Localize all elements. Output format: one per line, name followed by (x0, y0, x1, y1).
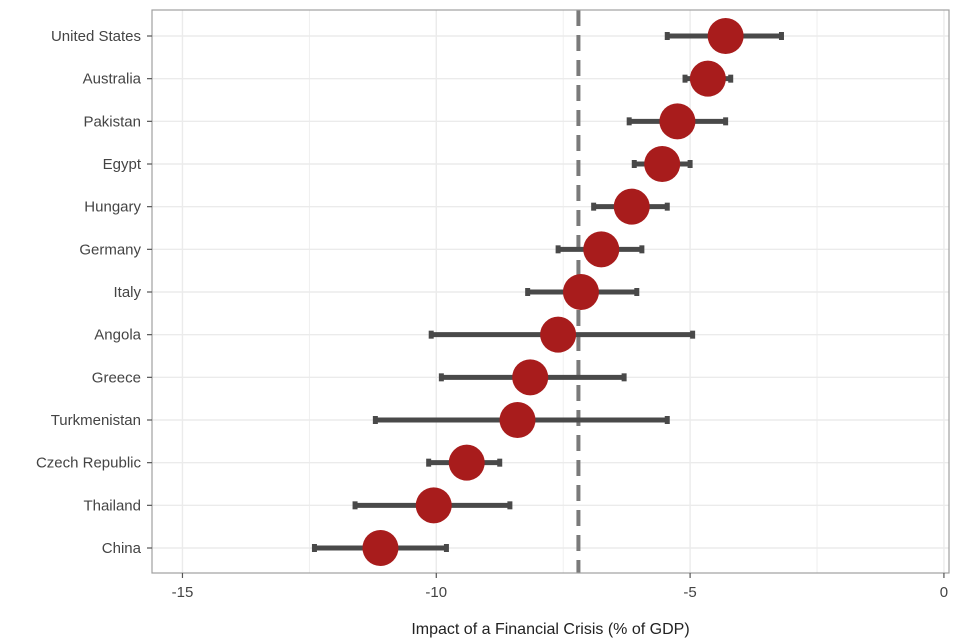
data-point (448, 444, 485, 481)
data-point (362, 530, 399, 566)
data-point (583, 231, 620, 268)
x-axis: -15 -10 -5 0 (172, 573, 948, 601)
data-point (512, 359, 549, 396)
x-axis-title: Impact of a Financial Crisis (% of GDP) (411, 621, 689, 638)
y-axis: United States Australia Pakistan Egypt Hunga… (36, 28, 152, 557)
data-point (689, 60, 726, 97)
y-tick-label: Australia (83, 71, 142, 88)
data-point (540, 316, 577, 353)
data-point (415, 487, 452, 524)
x-tick-label: 0 (940, 584, 948, 601)
data-point (707, 18, 744, 54)
y-tick-label: Italy (113, 284, 141, 301)
y-tick-label: China (102, 540, 142, 557)
data-point (562, 274, 599, 310)
x-tick-label: -5 (683, 584, 696, 601)
y-tick-label: United States (51, 28, 141, 45)
data-point (659, 103, 696, 140)
y-tick-label: Pakistan (83, 113, 141, 130)
y-tick-label: Hungary (84, 199, 141, 216)
points (362, 18, 744, 566)
y-tick-label: Turkmenistan (51, 412, 141, 429)
data-point (499, 402, 536, 438)
y-tick-label: Germany (79, 241, 141, 258)
x-tick-label: -10 (425, 584, 447, 601)
y-tick-label: Czech Republic (36, 455, 142, 472)
y-tick-label: Egypt (103, 156, 142, 173)
x-tick-label: -15 (172, 584, 194, 601)
data-point (644, 146, 681, 182)
y-tick-label: Greece (92, 369, 141, 386)
y-tick-label: Thailand (83, 497, 141, 514)
data-point (613, 188, 650, 225)
y-tick-label: Angola (94, 327, 141, 344)
